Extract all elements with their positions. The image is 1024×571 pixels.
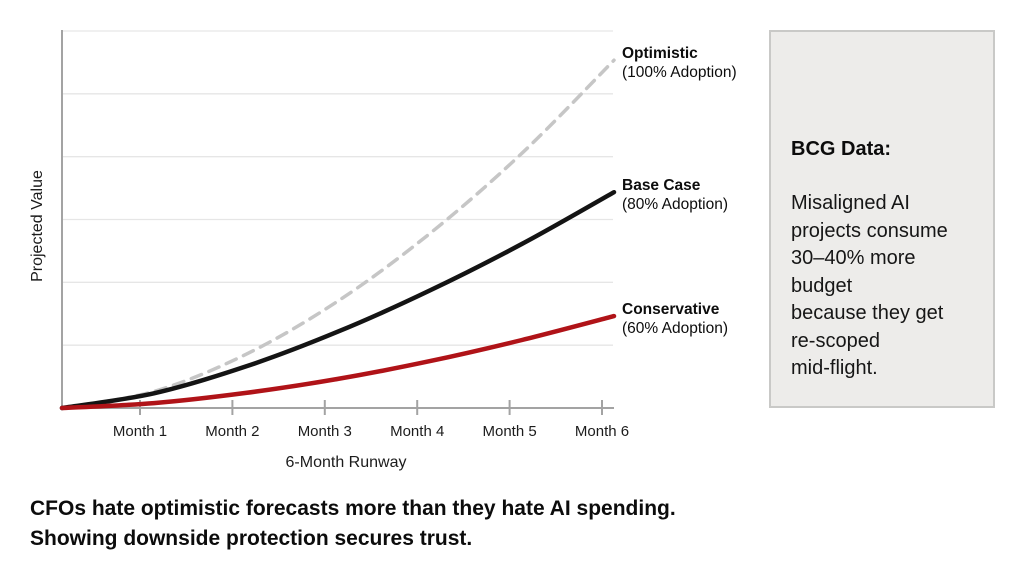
legend-label-optimistic: Optimistic xyxy=(622,45,698,62)
legend-sublabel-optimistic: (100% Adoption) xyxy=(622,64,737,81)
legend-sublabel-conservative: (60% Adoption) xyxy=(622,320,728,337)
legend-label-conservative: Conservative xyxy=(622,301,720,318)
series-conservative-line xyxy=(59,313,617,411)
caption: CFOs hate optimistic forecasts more than… xyxy=(30,497,676,550)
series-base-case-line xyxy=(59,189,617,411)
tick-label: Month 1 xyxy=(113,423,167,440)
legend-label-base-case: Base Case xyxy=(622,177,701,194)
grid-lines xyxy=(62,30,613,346)
tick-label: Month 2 xyxy=(205,423,259,440)
series-optimistic-line xyxy=(60,58,616,410)
legend-labels: Optimistic (100% Adoption) Base Case (80% A… xyxy=(622,45,737,337)
y-axis-label: Projected Value xyxy=(29,170,46,282)
tick-label: Month 4 xyxy=(390,423,444,440)
bcg-data-box: BCG Data: Misaligned AI projects consume… xyxy=(769,30,995,408)
bcg-box-body: Misaligned AI projects consume 30–40% mo… xyxy=(791,192,948,379)
tick-label: Month 3 xyxy=(298,423,352,440)
chart-svg: Month 1 Month 2 Month 3 Month 4 Month 5 Month… xyxy=(29,30,737,471)
legend-sublabel-base-case: (80% Adoption) xyxy=(622,196,728,213)
tick-labels: Month 1 Month 2 Month 3 Month 4 Month 5 Month… xyxy=(113,423,629,440)
series-curves xyxy=(59,58,617,411)
x-axis-label: 6-Month Runway xyxy=(286,454,407,471)
axes xyxy=(61,30,614,415)
tick-label: Month 5 xyxy=(482,423,536,440)
tick-label: Month 6 xyxy=(575,423,629,440)
bcg-box-heading: BCG Data: xyxy=(791,138,892,160)
